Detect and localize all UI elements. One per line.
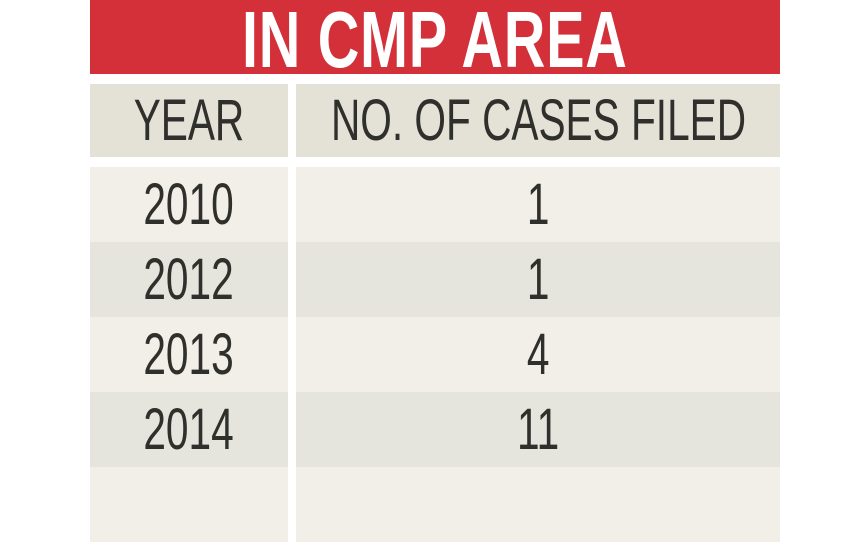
title-banner: IN CMP AREA <box>90 0 780 74</box>
cases-cell: 1 <box>296 167 780 242</box>
cases-cell: 4 <box>296 317 780 392</box>
cases-table: YEAR NO. OF CASES FILED 2010 1 2012 1 20… <box>90 84 780 542</box>
year-cell: 2012 <box>90 242 288 317</box>
table-row: 2012 1 <box>90 242 780 317</box>
year-cell: 2010 <box>90 167 288 242</box>
cases-cell: 1 <box>296 242 780 317</box>
year-cell: 2013 <box>90 317 288 392</box>
table-row: 2010 1 <box>90 167 780 242</box>
table-row: 2014 11 <box>90 392 780 467</box>
cases-cell: 11 <box>296 392 780 467</box>
year-cell: 2014 <box>90 392 288 467</box>
banner-title: IN CMP AREA <box>242 0 628 74</box>
cases-cell <box>296 467 780 542</box>
table-header-row: YEAR NO. OF CASES FILED <box>90 84 780 157</box>
year-cell <box>90 467 288 542</box>
table-row: 2013 4 <box>90 317 780 392</box>
header-year: YEAR <box>90 84 288 157</box>
header-cases: NO. OF CASES FILED <box>296 84 780 157</box>
table-row-partial <box>90 467 780 542</box>
